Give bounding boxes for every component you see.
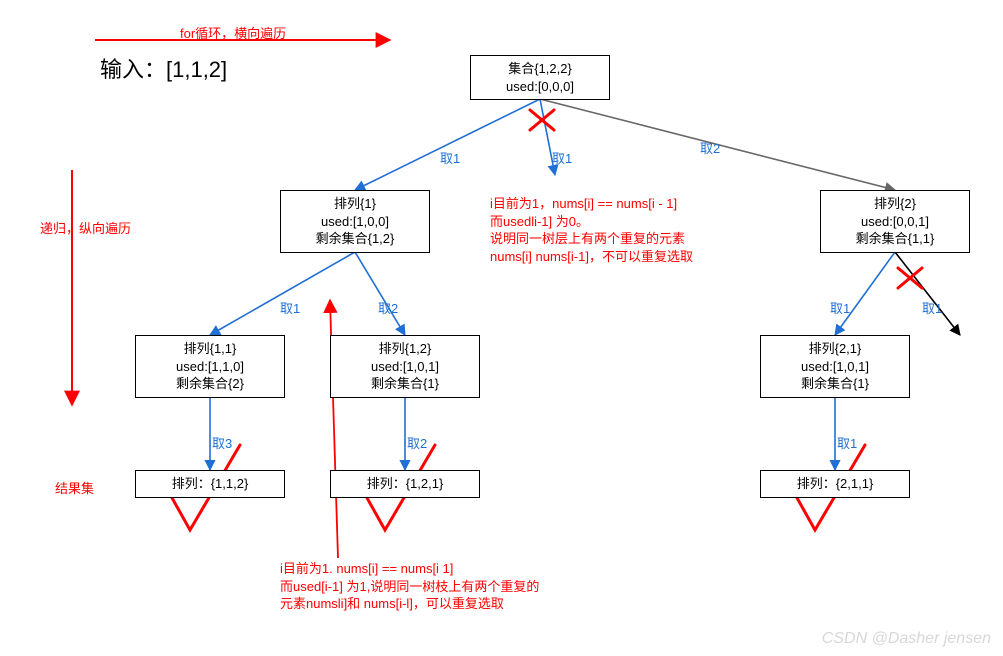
tree-node-n2: 排列{2}used:[0,0,1]剩余集合{1,1}: [820, 190, 970, 253]
result-label: 结果集: [55, 480, 94, 498]
note-line: i目前为1，nums[i] == nums[i - 1]: [490, 195, 693, 213]
node-line: 排列{1,1}: [144, 340, 276, 358]
tree-node-root: 集合{1,2,2}used:[0,0,0]: [470, 55, 610, 100]
watermark: CSDN @Dasher jensen: [822, 630, 991, 648]
edge-label: 取3: [212, 435, 232, 453]
edge-label: 取1: [552, 150, 572, 168]
tree-node-leaf2: 排列：{1,2,1}: [330, 470, 480, 498]
tree-node-leaf1: 排列：{1,1,2}: [135, 470, 285, 498]
note-line: i目前为1. nums[i] == nums[i 1]: [280, 560, 539, 578]
note-bottom: i目前为1. nums[i] == nums[i 1]而used[i-1] 为1…: [280, 560, 539, 613]
edge-label: 取1: [440, 150, 460, 168]
node-line: 剩余集合{1}: [339, 375, 471, 393]
node-line: used:[1,0,1]: [769, 358, 901, 376]
note-line: 元素numsli]和 nums[i-l]，可以重复选取: [280, 595, 539, 613]
node-line: 剩余集合{1,1}: [829, 230, 961, 248]
note-line: nums[i] nums[i-1]，不可以重复选取: [490, 248, 693, 266]
tree-node-n12: 排列{1,2}used:[1,0,1]剩余集合{1}: [330, 335, 480, 398]
node-line: used:[1,1,0]: [144, 358, 276, 376]
tree-node-n1: 排列{1}used:[1,0,0]剩余集合{1,2}: [280, 190, 430, 253]
edge-label: 取2: [407, 435, 427, 453]
node-line: 排列：{1,1,2}: [144, 475, 276, 493]
node-line: 剩余集合{2}: [144, 375, 276, 393]
input-label: 输入：[1,1,2]: [100, 55, 227, 85]
edge-label: 取2: [700, 140, 720, 158]
tree-node-n11: 排列{1,1}used:[1,1,0]剩余集合{2}: [135, 335, 285, 398]
node-line: 排列：{2,1,1}: [769, 475, 901, 493]
edge-label: 取1: [280, 300, 300, 318]
node-line: 排列：{1,2,1}: [339, 475, 471, 493]
node-line: 排列{1}: [289, 195, 421, 213]
edge-label: 取1: [922, 300, 942, 318]
node-line: 集合{1,2,2}: [479, 60, 601, 78]
node-line: 剩余集合{1,2}: [289, 230, 421, 248]
node-line: used:[1,0,0]: [289, 213, 421, 231]
node-line: 排列{1,2}: [339, 340, 471, 358]
edge-label: 取2: [378, 300, 398, 318]
node-line: used:[1,0,1]: [339, 358, 471, 376]
node-line: 剩余集合{1}: [769, 375, 901, 393]
node-line: used:[0,0,1]: [829, 213, 961, 231]
tree-node-leaf3: 排列：{2,1,1}: [760, 470, 910, 498]
note-line: 说明同一树层上有两个重复的元素: [490, 230, 693, 248]
tree-node-n21: 排列{2,1}used:[1,0,1]剩余集合{1}: [760, 335, 910, 398]
for-loop-label: for循环，横向遍历: [180, 25, 286, 43]
note-line: 而used[i-1] 为1,说明同一树枝上有两个重复的: [280, 578, 539, 596]
edge-label: 取1: [830, 300, 850, 318]
node-line: used:[0,0,0]: [479, 78, 601, 96]
node-line: 排列{2}: [829, 195, 961, 213]
diagram-stage: { "colors":{"red":"#ff0000","blue":"#1f6…: [0, 0, 1003, 656]
node-line: 排列{2,1}: [769, 340, 901, 358]
note-top-right: i目前为1，nums[i] == nums[i - 1]而usedli-1] 为…: [490, 195, 693, 265]
edge-label: 取1: [837, 435, 857, 453]
note-line: 而usedli-1] 为0。: [490, 213, 693, 231]
recursion-label: 递归，纵向遍历: [40, 220, 131, 238]
